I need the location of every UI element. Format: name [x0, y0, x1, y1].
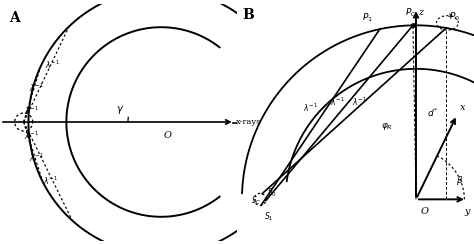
Text: $S_0$: $S_0$	[267, 186, 277, 199]
Text: $P_C$: $P_C$	[405, 7, 417, 19]
Text: x: x	[459, 103, 465, 112]
Text: $\lambda^{-1}$: $\lambda^{-1}$	[44, 175, 58, 187]
Text: $\lambda^{-1}$: $\lambda^{-1}$	[29, 82, 44, 94]
Text: $P_1$: $P_1$	[362, 12, 373, 24]
Text: $P_0$: $P_0$	[448, 10, 460, 23]
Text: $d^{*}$: $d^{*}$	[427, 106, 438, 119]
Text: $\lambda^{-1}$: $\lambda^{-1}$	[352, 96, 366, 108]
Text: $\beta$: $\beta$	[456, 173, 463, 186]
Text: B: B	[242, 8, 254, 22]
Text: $\varphi_R$: $\varphi_R$	[381, 121, 393, 132]
Text: $S_C$: $S_C$	[251, 194, 261, 207]
Text: $\lambda^{-1}$: $\lambda^{-1}$	[29, 152, 44, 164]
Text: A: A	[9, 10, 20, 25]
Text: x-rays: x-rays	[236, 118, 261, 126]
Text: O: O	[421, 207, 429, 216]
Text: $\lambda^{-1}$: $\lambda^{-1}$	[45, 59, 59, 71]
Text: $\lambda^{-1}$: $\lambda^{-1}$	[24, 104, 38, 117]
Text: $\gamma$: $\gamma$	[116, 104, 124, 116]
Text: $\lambda^{-1}$: $\lambda^{-1}$	[24, 130, 39, 142]
Text: $\lambda^{-1}$: $\lambda^{-1}$	[329, 95, 345, 108]
Text: z: z	[419, 8, 424, 17]
Text: $S_1$: $S_1$	[264, 210, 273, 223]
Text: O: O	[164, 132, 172, 141]
Text: $\lambda^{-1}$: $\lambda^{-1}$	[303, 102, 318, 114]
Text: y: y	[464, 207, 470, 216]
